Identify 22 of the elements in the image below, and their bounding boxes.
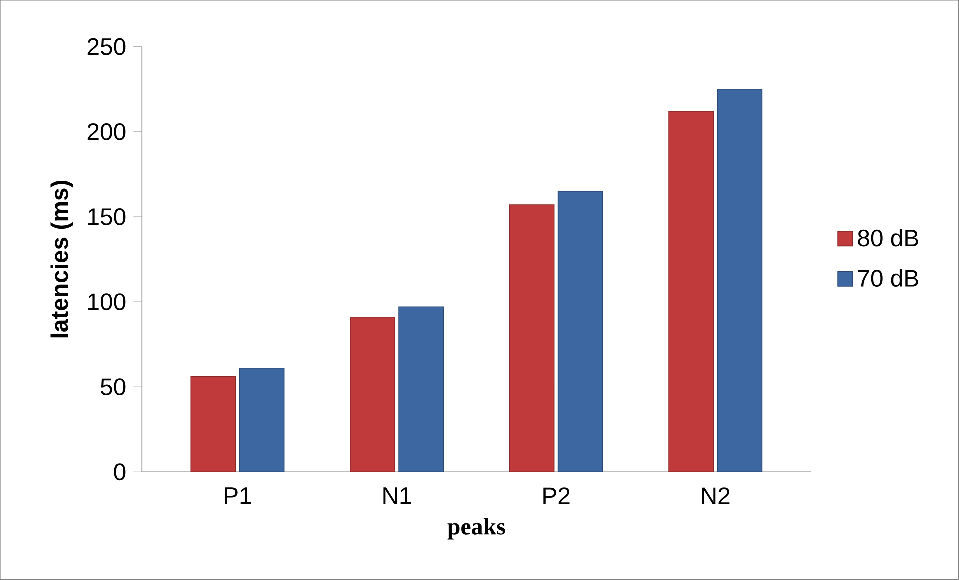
- bar: [509, 204, 555, 472]
- x-tick-label: P1: [225, 488, 252, 504]
- bar: [717, 88, 763, 472]
- y-tick-label: 200: [88, 123, 126, 140]
- bar: [239, 368, 285, 472]
- bar: [190, 376, 236, 472]
- y-axis-title: latencies (ms): [50, 180, 74, 338]
- y-tick-label: 250: [88, 38, 126, 56]
- bar: [398, 306, 444, 472]
- y-tick-label: 150: [88, 208, 126, 226]
- bar: [350, 316, 396, 472]
- y-tick-label: 50: [100, 378, 126, 396]
- legend-label: 70 dB: [858, 269, 918, 287]
- y-tick-label: 0: [114, 464, 126, 480]
- bar: [668, 111, 714, 472]
- y-tick-label: 100: [88, 293, 126, 310]
- x-tick-label: P2: [544, 488, 570, 504]
- x-tick-label: N2: [702, 488, 730, 504]
- x-axis-title: peaks: [448, 518, 506, 540]
- legend-label: 80 dB: [858, 229, 918, 247]
- bar: [558, 190, 604, 472]
- x-tick-label: N1: [384, 488, 412, 504]
